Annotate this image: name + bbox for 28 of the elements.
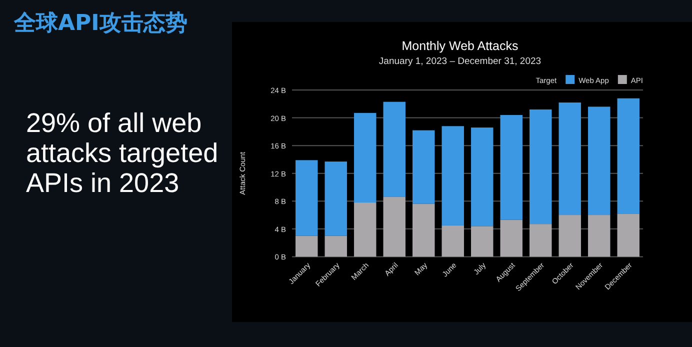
chart-title: Monthly Web Attacks <box>402 39 518 53</box>
bar <box>296 160 318 236</box>
bar <box>383 196 406 257</box>
bar <box>588 106 610 216</box>
bar <box>558 215 581 257</box>
bar <box>412 130 435 204</box>
bar <box>296 236 318 257</box>
bar <box>558 102 581 216</box>
bar <box>412 204 435 257</box>
bar <box>500 220 522 257</box>
text: 全球API攻击态势 <box>13 11 188 36</box>
bar <box>354 112 376 203</box>
bar <box>530 109 552 224</box>
bar <box>324 162 347 236</box>
bar <box>530 224 552 257</box>
bar <box>442 126 464 226</box>
bar <box>383 102 406 197</box>
bar <box>617 214 640 257</box>
bar <box>588 215 610 257</box>
bar <box>617 98 640 214</box>
bar <box>500 115 522 220</box>
bar <box>324 236 347 257</box>
chart-subtitle: January 1, 2023 – December 31, 2023 <box>378 56 542 67</box>
text: 29% of all web attacks targeted APIs in 2023 <box>26 108 218 198</box>
bar <box>471 128 494 226</box>
bar <box>471 226 494 257</box>
bar <box>354 202 376 257</box>
bar <box>442 225 464 257</box>
